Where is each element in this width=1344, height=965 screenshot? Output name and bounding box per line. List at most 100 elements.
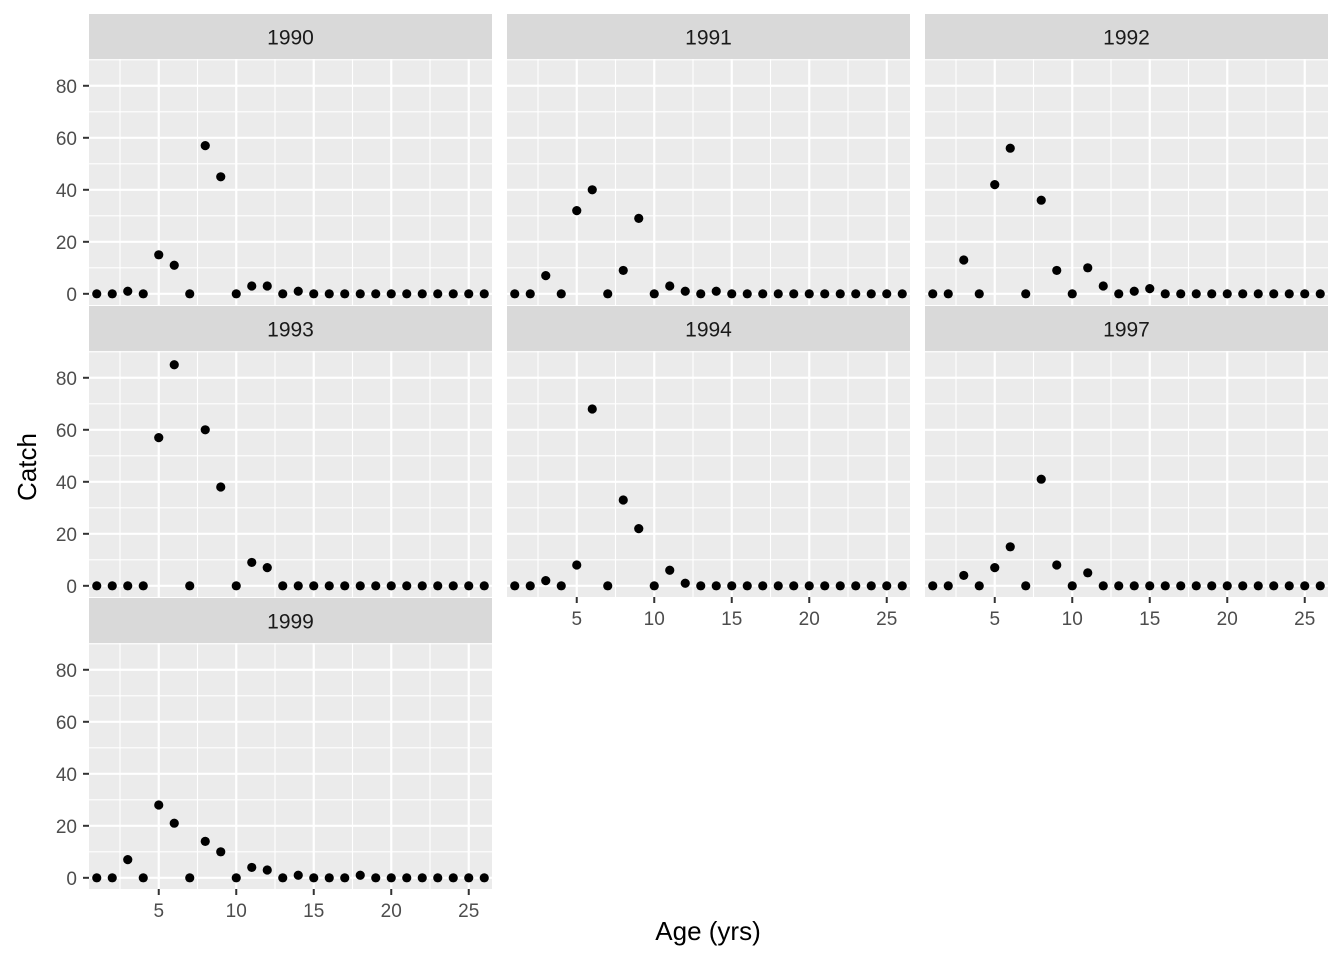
data-point	[1269, 289, 1279, 299]
data-point	[556, 289, 566, 299]
data-point	[216, 847, 226, 857]
data-point	[1300, 581, 1310, 591]
data-point	[928, 289, 938, 299]
data-point	[355, 870, 365, 880]
data-point	[402, 581, 412, 591]
data-point	[123, 286, 133, 296]
data-point	[324, 289, 334, 299]
facet-panel-1994: 1994 5 10 15 20 25	[507, 306, 910, 630]
data-point	[649, 289, 659, 299]
data-point	[231, 289, 241, 299]
data-point	[990, 563, 1000, 573]
data-point	[355, 581, 365, 591]
data-point	[820, 581, 830, 591]
data-point	[1253, 581, 1263, 591]
facet-panel-1999: 1999 0 20 40 60 80 5 10 15 20 25	[56, 598, 492, 922]
data-point	[990, 180, 1000, 190]
y-tick-label: 80	[56, 77, 77, 98]
data-point	[603, 581, 613, 591]
data-point	[448, 581, 458, 591]
data-point	[1315, 581, 1325, 591]
data-point	[1145, 581, 1155, 591]
data-point	[758, 289, 768, 299]
data-point	[278, 289, 288, 299]
data-point	[417, 289, 427, 299]
data-point	[340, 873, 350, 883]
y-tick-label: 40	[56, 473, 77, 494]
data-point	[154, 432, 164, 443]
data-point	[541, 271, 551, 281]
data-point	[974, 289, 984, 299]
data-point	[1129, 286, 1139, 296]
y-tick-label: 60	[56, 713, 77, 734]
facet-panel-1991: 1991	[507, 14, 910, 305]
data-point	[386, 289, 396, 299]
data-point	[1176, 581, 1186, 591]
y-tick-label: 20	[56, 233, 77, 254]
data-point	[1067, 289, 1077, 299]
data-point	[154, 250, 164, 260]
facet-strip-label: 1993	[267, 319, 314, 342]
data-point	[231, 581, 241, 591]
data-point	[1098, 581, 1108, 591]
data-point	[618, 495, 628, 505]
facet-strip-label: 1997	[1103, 319, 1150, 342]
data-point	[1145, 284, 1155, 294]
data-point	[107, 289, 117, 299]
data-point	[433, 289, 443, 299]
data-point	[107, 581, 117, 591]
data-point	[1160, 289, 1170, 299]
y-tick-label: 80	[56, 661, 77, 682]
data-point	[200, 425, 210, 435]
data-point	[587, 404, 597, 414]
data-point	[680, 578, 690, 588]
data-point	[634, 213, 644, 224]
data-point	[324, 581, 334, 591]
data-point	[278, 873, 288, 883]
y-tick-label: 0	[66, 577, 77, 598]
data-point	[309, 873, 319, 883]
facet-panel-1992: 1992	[925, 14, 1328, 305]
facet-strip	[507, 306, 910, 351]
data-point	[665, 565, 675, 575]
y-tick-label: 40	[56, 765, 77, 786]
data-point	[851, 581, 861, 591]
data-point	[231, 873, 241, 883]
data-point	[92, 581, 102, 591]
data-point	[959, 255, 969, 265]
data-point	[541, 576, 551, 586]
x-tick-label: 20	[381, 901, 402, 922]
data-point	[835, 289, 845, 299]
data-point	[943, 581, 953, 591]
data-point	[138, 581, 148, 591]
data-point	[309, 581, 319, 591]
x-tick-label: 5	[989, 609, 1000, 630]
x-tick-label: 25	[458, 901, 479, 922]
data-point	[1176, 289, 1186, 299]
x-tick-label: 25	[1294, 609, 1315, 630]
data-point	[1300, 289, 1310, 299]
data-point	[448, 289, 458, 299]
facet-strip	[925, 306, 1328, 351]
data-point	[510, 581, 520, 591]
data-point	[169, 260, 179, 270]
data-point	[185, 289, 195, 299]
data-point	[618, 265, 628, 276]
data-point	[107, 873, 117, 883]
data-point	[665, 281, 675, 291]
data-point	[1284, 581, 1294, 591]
data-point	[1114, 581, 1124, 591]
data-point	[355, 289, 365, 299]
data-point	[154, 800, 164, 810]
data-point	[247, 862, 257, 873]
y-tick-label: 60	[56, 421, 77, 442]
data-point	[789, 289, 799, 299]
x-tick-label: 15	[303, 901, 324, 922]
data-point	[820, 289, 830, 299]
data-point	[340, 581, 350, 591]
data-point	[200, 836, 210, 847]
data-point	[727, 581, 737, 591]
data-point	[851, 289, 861, 299]
